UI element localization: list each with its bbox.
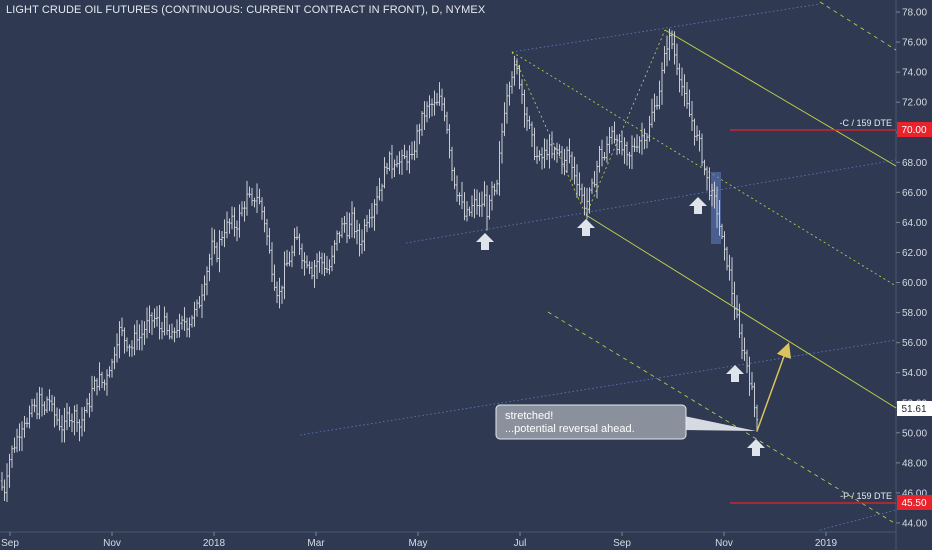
swing-marker-icon xyxy=(747,439,765,456)
pitchfork-outer-lower xyxy=(547,311,897,525)
channel-lines xyxy=(299,3,897,531)
pitchfork-outer-upper xyxy=(819,1,897,51)
x-tick-label: Sep xyxy=(1,538,19,549)
pitchfork xyxy=(511,1,897,525)
y-tick-label: 56.00 xyxy=(902,338,927,349)
channel-bottom xyxy=(819,509,897,531)
y-tick-label: 68.00 xyxy=(902,158,927,169)
pitchfork-handle-b xyxy=(511,51,587,216)
annotation-callout[interactable]: stretched! ...potential reversal ahead. xyxy=(495,404,756,440)
callout-pointer xyxy=(684,416,756,431)
channel-lower xyxy=(299,339,897,436)
level-price-put: 45.50 xyxy=(901,498,926,509)
target-arrow xyxy=(756,342,791,432)
callout-line-1: stretched! xyxy=(505,410,553,422)
y-tick-label: 48.00 xyxy=(902,458,927,469)
level-price-call: 70.00 xyxy=(901,125,926,136)
y-tick-label: 50.00 xyxy=(902,428,927,439)
x-axis-ticks: Sep Nov 2018 Mar May Jul Sep Nov 2019 xyxy=(1,532,838,549)
x-tick-label: Mar xyxy=(307,538,325,549)
x-tick-label: May xyxy=(409,538,428,549)
level-label-call: -C / 159 DTE xyxy=(839,118,892,128)
swing-marker-icon xyxy=(689,197,707,214)
pitchfork-upper-tine xyxy=(664,29,897,167)
callout-box xyxy=(495,404,687,440)
channel-middle xyxy=(405,159,897,244)
callout-line-2: ...potential reversal ahead. xyxy=(505,423,635,435)
x-tick-label: 2019 xyxy=(815,538,838,549)
y-tick-label: 78.00 xyxy=(902,8,927,19)
level-price-box-put xyxy=(897,495,932,510)
pitchfork-handle-a xyxy=(585,29,666,216)
y-axis-ticks: 44.0046.0048.0050.0052.0054.0056.0058.00… xyxy=(896,8,927,529)
y-tick-label: 44.00 xyxy=(902,518,927,529)
y-tick-label: 58.00 xyxy=(902,308,927,319)
y-tick-label: 60.00 xyxy=(902,278,927,289)
pitchfork-lower-tine xyxy=(585,214,897,409)
x-tick-label: 2018 xyxy=(203,538,226,549)
x-tick-label: Nov xyxy=(715,538,733,549)
chart-title: LIGHT CRUDE OIL FUTURES (CONTINUOUS: CUR… xyxy=(6,4,486,16)
price-bars xyxy=(0,28,759,502)
y-tick-label: 74.00 xyxy=(902,68,927,79)
channel-upper xyxy=(511,3,821,53)
last-price-label: 51.61 xyxy=(901,404,926,415)
x-tick-label: Nov xyxy=(103,538,121,549)
last-price-box xyxy=(897,401,932,416)
swing-marker-icon xyxy=(476,233,494,250)
y-tick-label: 64.00 xyxy=(902,218,927,229)
y-tick-label: 46.00 xyxy=(902,488,927,499)
x-tick-label: Jul xyxy=(514,538,527,549)
level-price-box-call xyxy=(897,122,932,137)
swing-marker-icon xyxy=(726,365,744,382)
y-tick-label: 76.00 xyxy=(902,38,927,49)
level-label-put: -P / 159 DTE xyxy=(840,491,892,501)
swing-marker-icon xyxy=(577,219,595,236)
y-tick-label: 66.00 xyxy=(902,188,927,199)
y-tick-label: 72.00 xyxy=(902,98,927,109)
x-tick-label: Sep xyxy=(613,538,631,549)
y-tick-label: 54.00 xyxy=(902,368,927,379)
highlight-box xyxy=(711,172,721,244)
y-tick-label: 62.00 xyxy=(902,248,927,259)
